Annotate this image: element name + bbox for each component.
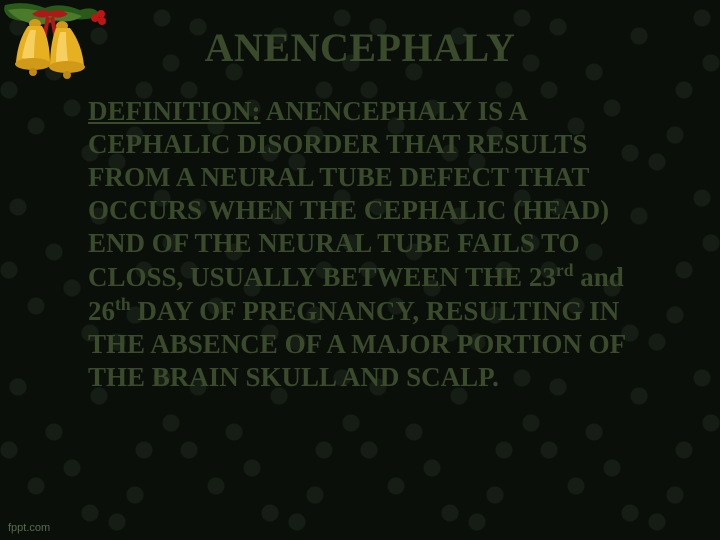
ordinal-suffix-2: th: [115, 294, 131, 314]
ordinal-suffix-1: rd: [556, 260, 574, 280]
watermark: fppt.com: [8, 522, 50, 534]
definition-label: DEFINITION:: [88, 96, 261, 126]
body-container: DEFINITION: ANENCEPHALY IS A CEPHALIC DI…: [0, 71, 720, 393]
definition-paragraph: DEFINITION: ANENCEPHALY IS A CEPHALIC DI…: [88, 95, 652, 393]
definition-text-part2: DAY OF PREGNANCY, RESULTING IN THE ABSEN…: [88, 296, 625, 392]
slide-title: ANENCEPHALY: [0, 0, 720, 71]
